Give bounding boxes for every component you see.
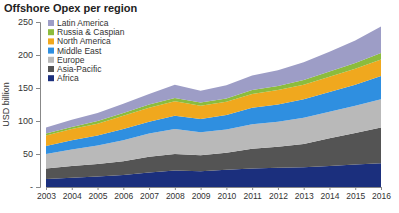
legend-swatch (48, 38, 54, 44)
y-tick-mark (36, 187, 40, 188)
y-tick-label: 50 (23, 149, 33, 159)
x-tick-mark (201, 187, 202, 190)
x-tick: 2008 (166, 187, 185, 201)
x-tick-label: 2008 (166, 191, 185, 201)
x-tick-mark (278, 187, 279, 190)
y-tick-label: 100 (18, 116, 33, 126)
legend: Latin AmericaRussia & CaspianNorth Ameri… (48, 18, 125, 83)
x-tick-mark (304, 187, 305, 190)
x-tick: 2006 (114, 187, 133, 201)
y-tick: 100 (18, 116, 40, 126)
area-6 (46, 27, 381, 134)
y-tick: 250 (18, 17, 40, 27)
x-tick-label: 2015 (346, 191, 365, 201)
x-axis: 2003 2004 2005 2006 2007 2008 2009 2010 2011 2012… (37, 187, 391, 201)
x-tick: 2011 (244, 187, 263, 201)
legend-swatch (48, 75, 54, 81)
x-tick: 2005 (89, 187, 108, 201)
x-tick-label: 2005 (89, 191, 108, 201)
chart: -501001502002502003200420052006200720082… (0, 0, 399, 213)
x-tick: 2014 (321, 187, 340, 201)
x-tick-label: 2014 (321, 191, 340, 201)
legend-swatch (48, 29, 54, 35)
x-tick-mark (123, 187, 124, 190)
y-tick-mark (36, 121, 40, 122)
x-tick: 2003 (37, 187, 56, 201)
x-tick: 2010 (217, 187, 236, 201)
y-tick-label: - (30, 182, 33, 192)
y-tick-mark (36, 88, 40, 89)
legend-swatch (48, 20, 54, 26)
x-tick-label: 2011 (244, 191, 263, 201)
x-tick-mark (252, 187, 253, 190)
x-tick-label: 2004 (63, 191, 82, 201)
x-tick-label: 2006 (114, 191, 133, 201)
legend-swatch (48, 66, 54, 72)
x-tick-mark (72, 187, 73, 190)
x-tick-mark (175, 187, 176, 190)
x-tick: 2012 (269, 187, 288, 201)
x-tick: 2007 (140, 187, 159, 201)
x-tick-mark (355, 187, 356, 190)
x-tick-label: 2010 (217, 191, 236, 201)
x-tick-mark (98, 187, 99, 190)
title: Offshore Opex per region (4, 2, 138, 14)
y-axis-line (36, 23, 41, 188)
y-axis: - 50 100 150 200 250 (18, 17, 41, 192)
y-tick-mark (36, 55, 40, 56)
x-tick-mark (46, 187, 47, 190)
x-tick-mark (381, 187, 382, 190)
y-tick: 150 (18, 83, 40, 93)
y-axis-title: USD billion (1, 82, 11, 127)
x-tick: 2009 (192, 187, 211, 201)
x-tick: 2015 (346, 187, 365, 201)
x-tick-label: 2012 (269, 191, 288, 201)
x-tick-label: 2007 (140, 191, 159, 201)
legend-swatch (48, 57, 54, 63)
y-tick-label: 200 (18, 50, 33, 60)
y-tick: 200 (18, 50, 40, 60)
y-tick-mark (36, 22, 40, 23)
legend-label: Africa (57, 73, 79, 83)
x-tick: 2016 (372, 187, 391, 201)
y-tick: 50 (23, 149, 40, 159)
plot-area (46, 27, 381, 187)
y-tick-mark (36, 154, 40, 155)
legend-swatch (48, 48, 54, 54)
y-tick-label: 250 (18, 17, 33, 27)
x-tick-label: 2009 (192, 191, 211, 201)
x-tick-mark (149, 187, 150, 190)
x-tick-mark (329, 187, 330, 190)
x-tick: 2013 (295, 187, 314, 201)
x-axis-line (47, 188, 382, 191)
x-tick: 2004 (63, 187, 82, 201)
x-tick-label: 2003 (37, 191, 56, 201)
y-tick-label: 150 (18, 83, 33, 93)
x-tick-label: 2013 (295, 191, 314, 201)
x-tick-mark (226, 187, 227, 190)
x-tick-label: 2016 (372, 191, 391, 201)
